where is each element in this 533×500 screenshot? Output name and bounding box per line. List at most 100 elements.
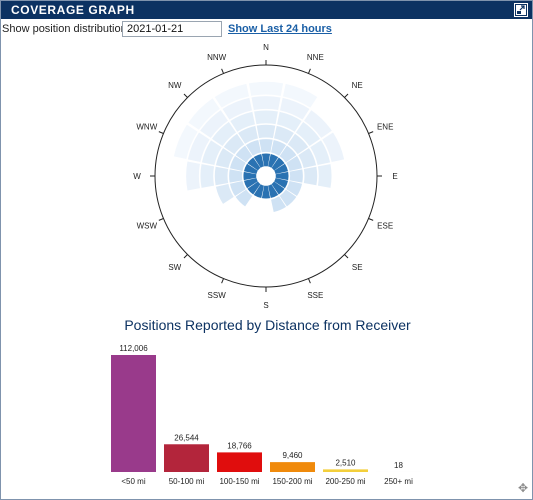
distribution-controls: Show position distribution for: Show Las…: [1, 21, 532, 39]
bar-value-label-4: 9,460: [282, 451, 303, 460]
coverage-sector-nne-ring-4: [277, 111, 302, 132]
coverage-sector-nw-ring-1: [247, 157, 261, 171]
coverage-sector-ne-ring-5: [304, 110, 332, 138]
compass-label-w: W: [133, 172, 141, 181]
expand-icon[interactable]: [514, 3, 528, 17]
compass-label-wnw: WNW: [136, 123, 157, 132]
coverage-sector-ne-ring-1: [271, 157, 285, 171]
coverage-sector-wnw-ring-5: [187, 132, 210, 162]
compass-label-ne: NE: [352, 81, 363, 90]
coverage-sector-nw-ring-5: [200, 110, 228, 138]
coverage-sector-e-ring-4: [317, 164, 332, 188]
resize-handle-icon[interactable]: ✥: [517, 481, 528, 495]
bar-1: [111, 355, 156, 472]
coverage-sector-nnw-ring-4: [230, 111, 255, 132]
coverage-sector-nw-ring-2: [235, 145, 253, 163]
bar-3: [217, 452, 262, 472]
coverage-sector-ese-ring-2: [286, 181, 303, 197]
coverage-sector-nne-ring-1: [268, 153, 279, 168]
compass-tick-nnw: [221, 68, 224, 74]
coverage-sector-nw-ring-6: [188, 98, 220, 130]
bar-value-label-2: 26,544: [174, 433, 199, 442]
compass-tick-sse: [308, 278, 311, 284]
coverage-sector-nw-ring-4: [212, 122, 237, 147]
coverage-sector-ssw-ring-1: [253, 184, 264, 199]
coverage-sector-nnw-ring-3: [238, 125, 258, 144]
coverage-sector-w-ring-1: [243, 171, 257, 181]
compass-tick-ssw: [221, 278, 224, 284]
coverage-polar-chart: N NNE NE ENE E ESE SE SSE S SSW SW WSW W WNW NW NNW: [133, 43, 397, 310]
bar-category-label-2: 50-100 mi: [169, 477, 205, 486]
show-last-24-hours-link[interactable]: Show Last 24 hours: [228, 23, 332, 35]
coverage-sector-nnw-ring-6: [214, 83, 249, 108]
coverage-sector-ene-ring-5: [322, 132, 345, 162]
compass-tick-wnw: [158, 131, 164, 134]
coverage-sector-nne-ring-6: [283, 83, 318, 108]
coverage-sector-nnw-ring-2: [245, 139, 261, 156]
bar-category-label-3: 100-150 mi: [219, 477, 259, 486]
bar-chart-title: Positions Reported by Distance from Rece…: [124, 317, 411, 333]
compass-label-nne: NNE: [307, 53, 324, 62]
coverage-sector-wsw-ring-2: [229, 181, 246, 197]
bar-value-label-3: 18,766: [227, 441, 252, 450]
compass-label-sse: SSE: [307, 291, 323, 300]
coverage-sector-ne-ring-3: [287, 133, 309, 155]
coverage-sector-ene-ring-3: [298, 148, 317, 168]
coverage-sector-w-ring-3: [214, 166, 229, 186]
coverage-sector-wnw-ring-2: [229, 155, 246, 171]
coverage-sector-e-ring-2: [289, 169, 303, 183]
compass-label-s: S: [263, 301, 268, 310]
coverage-sector-wnw-ring-1: [243, 163, 258, 174]
bar-2: [164, 444, 209, 472]
coverage-sector-sse-ring-2: [271, 196, 287, 213]
coverage-sector-wsw-ring-1: [243, 178, 258, 189]
compass-tick-ene: [368, 131, 374, 134]
coverage-sector-nnw-ring-1: [253, 153, 264, 168]
bar-category-label-6: 250+ mi: [384, 477, 413, 486]
date-input[interactable]: [122, 21, 222, 37]
coverage-sector-w-ring-4: [200, 164, 215, 188]
compass-tick-se: [344, 254, 349, 259]
compass-tick-wsw: [158, 218, 164, 221]
coverage-sector-se-ring-1: [271, 181, 285, 195]
bar-5: [323, 469, 368, 472]
bar-4: [270, 462, 315, 472]
coverage-sector-nne-ring-3: [274, 125, 294, 144]
coverage-sector-ene-ring-4: [310, 140, 331, 165]
coverage-sector-wnw-ring-6: [173, 124, 198, 159]
bar-value-label-1: 112,006: [119, 344, 148, 353]
compass-label-ese: ESE: [377, 221, 393, 230]
compass-tick-nne: [308, 68, 311, 74]
compass-label-ssw: SSW: [208, 291, 227, 300]
title-bar: COVERAGE GRAPH: [1, 1, 532, 19]
bar-category-label-1: <50 mi: [121, 477, 145, 486]
coverage-sector-n-ring-5: [251, 96, 281, 110]
coverage-sector-ne-ring-4: [295, 122, 320, 147]
coverage-sector-w-ring-5: [186, 161, 200, 191]
coverage-sector-e-ring-3: [303, 166, 318, 186]
compass-label-sw: SW: [168, 263, 181, 272]
bar-category-label-5: 200-250 mi: [325, 477, 365, 486]
bar-value-label-6: 18: [394, 461, 403, 470]
coverage-sector-ene-ring-2: [286, 155, 303, 171]
coverage-sector-wsw-ring-3: [215, 184, 234, 204]
coverage-sector-nnw-ring-5: [222, 97, 252, 120]
coverage-sector-ene-ring-1: [274, 163, 289, 174]
coverage-sector-ese-ring-1: [274, 178, 289, 189]
compass-label-n: N: [263, 43, 269, 52]
compass-tick-ne: [344, 93, 349, 98]
compass-label-e: E: [392, 172, 397, 181]
compass-tick-ese: [368, 218, 374, 221]
panel-title: COVERAGE GRAPH: [11, 3, 135, 17]
compass-label-nw: NW: [168, 81, 182, 90]
coverage-sector-n-ring-2: [259, 139, 273, 153]
coverage-sector-sse-ring-1: [268, 184, 279, 199]
bar-value-label-5: 2,510: [335, 458, 356, 467]
coverage-sector-wnw-ring-3: [215, 148, 234, 168]
bar-category-label-4: 150-200 mi: [272, 477, 312, 486]
coverage-sector-s-ring-1: [261, 185, 271, 199]
date-label: Show position distribution for:: [2, 23, 146, 35]
coverage-sector-e-ring-1: [275, 171, 289, 181]
